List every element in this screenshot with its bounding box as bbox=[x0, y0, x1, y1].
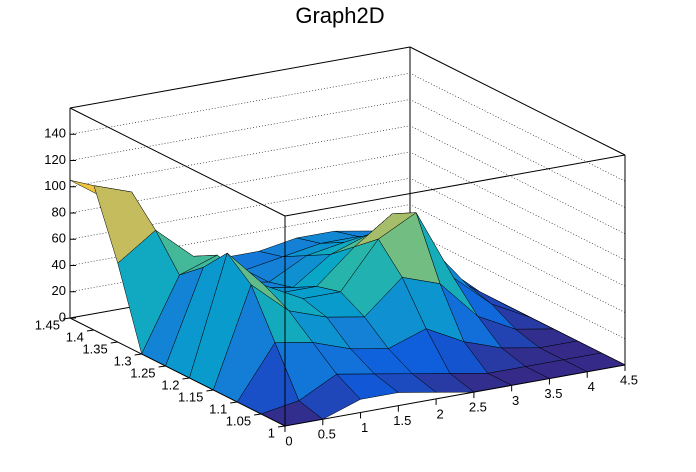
x-tick-label: 3 bbox=[512, 393, 519, 408]
y-tick-label: 1.05 bbox=[226, 413, 251, 428]
x-tick-label: 1.5 bbox=[393, 413, 411, 428]
y-axis bbox=[69, 317, 286, 427]
y-tick-label: 1 bbox=[268, 425, 275, 440]
y-tick-label: 1.1 bbox=[209, 401, 227, 416]
z-tick-label: 0 bbox=[59, 309, 66, 324]
y-tick bbox=[134, 353, 142, 356]
y-tick-label: 1.15 bbox=[178, 389, 203, 404]
z-tick-label: 80 bbox=[52, 204, 66, 219]
y-tick bbox=[110, 341, 118, 344]
y-tick bbox=[158, 365, 166, 368]
z-tick-label: 40 bbox=[52, 257, 66, 272]
y-tick-label: 1.25 bbox=[130, 365, 155, 380]
x-tick-label: 0.5 bbox=[318, 427, 336, 442]
y-tick-label: 1.45 bbox=[35, 317, 60, 332]
y-tick bbox=[230, 401, 238, 404]
z-tick-label: 120 bbox=[44, 152, 66, 167]
z-tick-label: 140 bbox=[44, 126, 66, 141]
grid-line bbox=[69, 72, 626, 182]
grid-line bbox=[69, 204, 626, 313]
chart-title: Graph2D bbox=[295, 3, 384, 28]
frame-edge bbox=[284, 154, 626, 217]
grid-line bbox=[69, 177, 626, 287]
x-tick-label: 1 bbox=[361, 420, 368, 435]
x-axis bbox=[284, 364, 626, 427]
y-tick bbox=[86, 329, 94, 332]
x-tick-label: 2.5 bbox=[469, 400, 487, 415]
y-tick-label: 1.4 bbox=[66, 329, 84, 344]
y-tick bbox=[182, 377, 190, 380]
y-tick-label: 1.2 bbox=[161, 377, 179, 392]
z-tick-label: 60 bbox=[52, 231, 66, 246]
frame-edge bbox=[69, 46, 411, 109]
z-tick-label: 100 bbox=[44, 178, 66, 193]
x-tick-label: 4 bbox=[588, 379, 595, 394]
x-tick-label: 3.5 bbox=[544, 386, 562, 401]
x-tick-label: 0 bbox=[285, 433, 292, 448]
y-tick-label: 1.35 bbox=[82, 341, 107, 356]
z-tick-label: 20 bbox=[52, 283, 66, 298]
y-tick bbox=[277, 425, 286, 428]
grid-line bbox=[69, 99, 626, 208]
grid-line bbox=[69, 125, 626, 235]
grid-line bbox=[69, 151, 626, 261]
y-tick bbox=[62, 317, 71, 320]
frame-edge bbox=[69, 107, 286, 217]
y-tick bbox=[206, 389, 214, 392]
y-tick bbox=[254, 413, 262, 416]
x-tick-label: 2 bbox=[436, 406, 443, 421]
x-tick-label: 4.5 bbox=[620, 372, 638, 387]
frame-edge bbox=[409, 46, 626, 156]
y-tick-label: 1.3 bbox=[114, 353, 132, 368]
